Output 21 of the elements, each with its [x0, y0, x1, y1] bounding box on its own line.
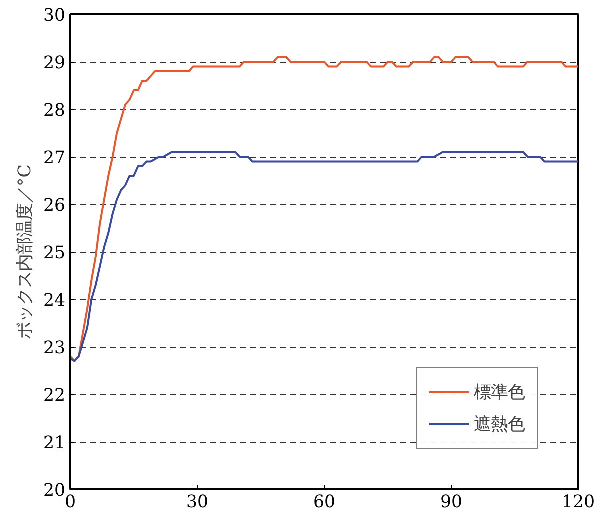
- y-tick-label: 25: [43, 244, 66, 264]
- x-tick-label: 90: [440, 492, 463, 512]
- y-tick-label: 29: [43, 54, 66, 74]
- y-tick-label: 27: [43, 148, 66, 168]
- y-tick-label: 21: [43, 434, 66, 454]
- y-tick-label: 24: [43, 291, 66, 311]
- y-tick-label: 30: [43, 6, 66, 26]
- y-tick-label: 26: [43, 196, 66, 216]
- line-series: [70, 56, 578, 362]
- y-tick-label: 28: [43, 101, 66, 121]
- x-tick-label: 120: [562, 492, 596, 512]
- legend-label: 標準色: [474, 382, 525, 404]
- y-tick-label: 20: [43, 481, 66, 501]
- x-tick-label: 0: [64, 492, 76, 512]
- line-series: [70, 151, 578, 362]
- legend-label: 遮熱色: [474, 414, 525, 436]
- x-tick-label: 30: [186, 492, 209, 512]
- y-tick-label: 23: [43, 338, 66, 358]
- y-tick-label: 22: [43, 386, 66, 406]
- x-tick-label: 60: [313, 492, 336, 512]
- y-axis-title: ボックス内部温度／°C: [15, 164, 36, 340]
